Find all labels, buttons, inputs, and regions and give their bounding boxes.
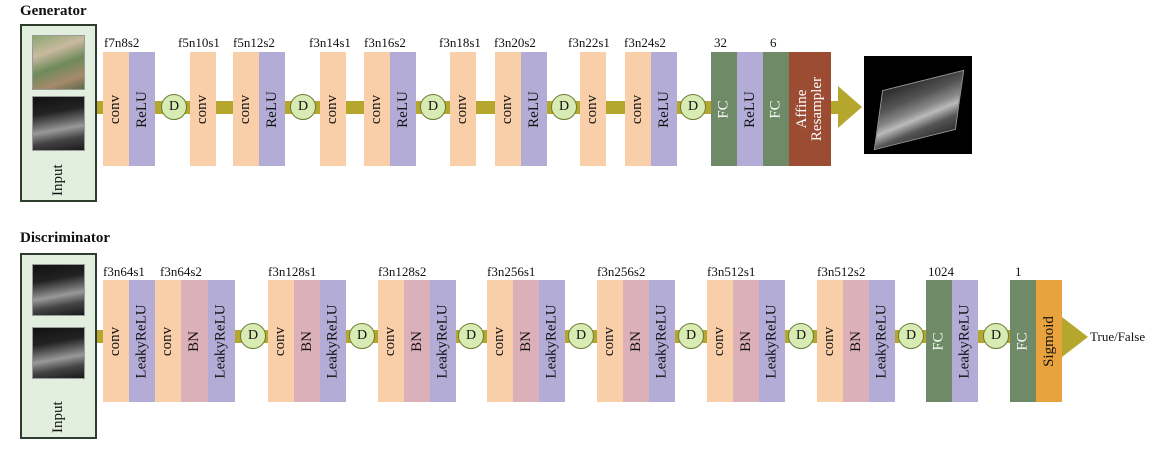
disc-param-10: 1 <box>1015 264 1022 279</box>
gen-relu-layer: ReLU <box>129 52 155 166</box>
discriminator-output-label: True/False <box>1090 329 1146 344</box>
disc-leaky-relu-layer: LeakyReLU <box>320 280 346 402</box>
dropout-node: D <box>458 323 484 349</box>
disc-bn-layer: BN <box>843 280 869 402</box>
dropout-node: D <box>983 323 1009 349</box>
dropout-node: D <box>680 94 706 120</box>
input-color-photo <box>32 35 85 90</box>
disc-input-photo-2 <box>32 327 85 379</box>
generator-output-arrow <box>838 86 862 128</box>
dropout-node: D <box>349 323 375 349</box>
disc-leaky-relu-layer: LeakyReLU <box>759 280 785 402</box>
discriminator-input-label: Input <box>50 401 66 433</box>
disc-param-6: f3n256s2 <box>597 264 646 279</box>
dropout-node: D <box>788 323 814 349</box>
gen-conv-layer: conv <box>190 52 216 166</box>
gen-param-3: f5n12s2 <box>233 35 275 50</box>
disc-conv-layer: conv <box>268 280 294 402</box>
disc-leaky-relu-layer: LeakyReLU <box>869 280 895 402</box>
disc-bn-layer: BN <box>181 280 208 402</box>
generator-output-image <box>864 56 972 154</box>
disc-bn-layer: BN <box>623 280 649 402</box>
disc-bn-layer: BN <box>294 280 320 402</box>
disc-fc-layer: FC <box>1010 280 1036 402</box>
disc-param-2: f3n64s2 <box>160 264 202 279</box>
disc-conv-layer: conv <box>597 280 623 402</box>
dropout-node: D <box>420 94 446 120</box>
disc-bn-layer: BN <box>733 280 759 402</box>
disc-leaky-relu-layer: LeakyReLU <box>129 280 155 402</box>
gen-conv-layer: conv <box>233 52 259 166</box>
gen-conv-layer: conv <box>450 52 476 166</box>
disc-bn-layer: BN <box>404 280 430 402</box>
gen-conv-layer: conv <box>364 52 390 166</box>
disc-conv-layer: conv <box>487 280 513 402</box>
gen-param-10: 32 <box>714 35 727 50</box>
disc-param-1: f3n64s1 <box>103 264 145 279</box>
disc-param-3: f3n128s1 <box>268 264 317 279</box>
dropout-node: D <box>568 323 594 349</box>
dropout-node: D <box>898 323 924 349</box>
gen-param-5: f3n16s2 <box>364 35 406 50</box>
dropout-node: D <box>290 94 316 120</box>
gen-relu-layer: ReLU <box>390 52 416 166</box>
gen-conv-layer: conv <box>320 52 346 166</box>
disc-bn-layer: BN <box>513 280 539 402</box>
disc-param-7: f3n512s1 <box>707 264 756 279</box>
disc-sigmoid-layer: Sigmoid <box>1036 280 1062 402</box>
disc-conv-layer: conv <box>817 280 843 402</box>
disc-param-8: f3n512s2 <box>817 264 866 279</box>
gen-param-7: f3n20s2 <box>494 35 536 50</box>
input-gray-photo <box>32 96 85 151</box>
gen-relu-layer: ReLU <box>259 52 285 166</box>
disc-leaky-relu-layer: LeakyReLU <box>952 280 978 402</box>
disc-conv-layer: conv <box>378 280 404 402</box>
gen-conv-layer: conv <box>580 52 606 166</box>
gen-param-1: f7n8s2 <box>104 35 140 50</box>
dropout-node: D <box>240 323 266 349</box>
gen-fc-layer: FC <box>763 52 789 166</box>
generator-input-box: Input <box>20 24 97 202</box>
disc-conv-layer: conv <box>155 280 181 402</box>
generator-title: Generator <box>20 3 87 19</box>
gen-param-4: f3n14s1 <box>309 35 351 50</box>
disc-leaky-relu-layer: LeakyReLU <box>430 280 456 402</box>
gen-conv-layer: conv <box>495 52 521 166</box>
gen-fc-layer: FC <box>711 52 737 166</box>
gen-conv-layer: conv <box>625 52 651 166</box>
disc-conv-layer: conv <box>707 280 733 402</box>
gen-relu-layer: ReLU <box>737 52 763 166</box>
disc-leaky-relu-layer: LeakyReLU <box>208 280 235 402</box>
gen-param-11: 6 <box>770 35 777 50</box>
resampler-label: Resampler <box>809 76 825 142</box>
discriminator-output-arrow <box>1062 317 1088 357</box>
disc-param-9: 1024 <box>928 264 954 279</box>
dropout-node: D <box>551 94 577 120</box>
disc-param-5: f3n256s1 <box>487 264 536 279</box>
dropout-node: D <box>161 94 187 120</box>
gen-relu-layer: ReLU <box>521 52 547 166</box>
dropout-node: D <box>678 323 704 349</box>
disc-param-4: f3n128s2 <box>378 264 427 279</box>
generator-input-label: Input <box>50 164 66 196</box>
affine-label: Affine <box>794 89 810 129</box>
disc-fc-layer: FC <box>926 280 952 402</box>
gen-param-8: f3n22s1 <box>568 35 610 50</box>
gen-param-6: f3n18s1 <box>439 35 481 50</box>
disc-conv-layer: conv <box>103 280 129 402</box>
gen-param-9: f3n24s2 <box>624 35 666 50</box>
disc-leaky-relu-layer: LeakyReLU <box>539 280 565 402</box>
disc-leaky-relu-layer: LeakyReLU <box>649 280 675 402</box>
gen-relu-layer: ReLU <box>651 52 677 166</box>
gen-param-2: f5n10s1 <box>178 35 220 50</box>
disc-input-photo-1 <box>32 264 85 316</box>
discriminator-title: Discriminator <box>20 230 110 246</box>
discriminator-input-box: Input <box>20 253 97 439</box>
warped-photo <box>873 69 965 151</box>
affine-resampler-layer: Affine Resampler <box>789 52 831 166</box>
gen-conv-layer: conv <box>103 52 129 166</box>
